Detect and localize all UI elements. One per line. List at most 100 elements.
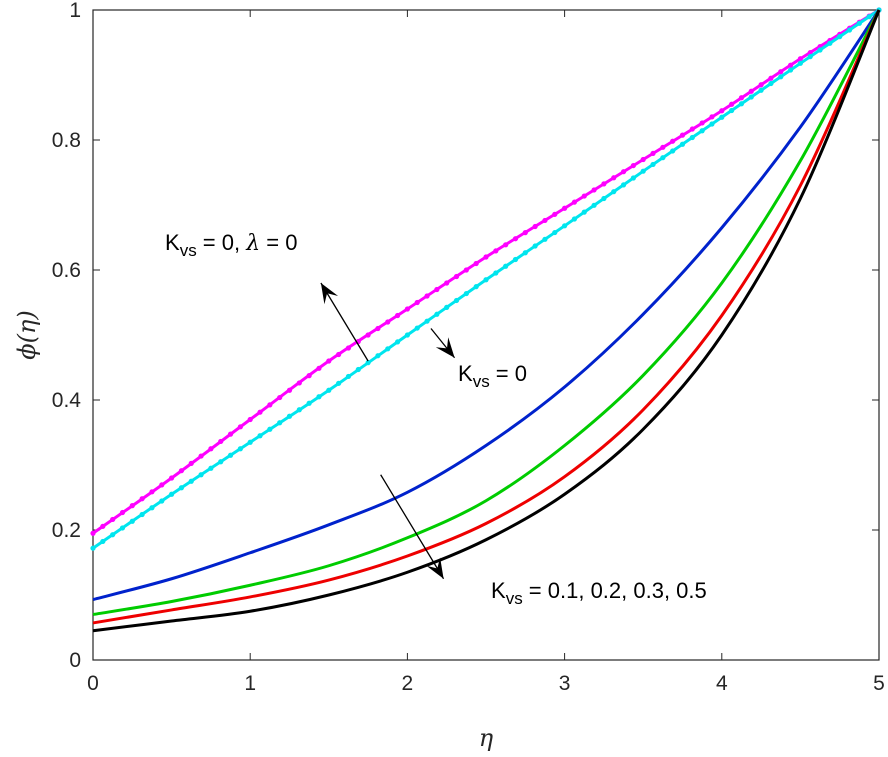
series-marker (591, 187, 597, 193)
series-marker (316, 394, 322, 400)
series-marker (100, 523, 106, 529)
series-marker (159, 482, 165, 488)
series-marker (640, 156, 646, 163)
series-1 (90, 7, 882, 536)
series-marker (807, 54, 813, 60)
series-marker (365, 360, 371, 366)
series-marker (640, 168, 646, 174)
series-layer (90, 7, 882, 633)
series-marker (738, 95, 745, 101)
series-marker (827, 40, 833, 46)
x-tick-label: 3 (559, 672, 571, 695)
series-marker (227, 452, 234, 458)
series-marker (434, 286, 440, 293)
arrow-shaft (320, 282, 369, 362)
series-marker (444, 280, 450, 286)
series-marker (738, 101, 745, 107)
series-marker (237, 446, 243, 452)
annotation-kvs-zero-text: = 0 (490, 361, 527, 386)
y-tick-label: 0 (69, 649, 81, 672)
series-marker (326, 387, 332, 393)
series-marker (90, 545, 96, 551)
annotation-kvs-zero-subscript: vs (473, 372, 490, 391)
arrow-up-left (320, 282, 369, 362)
series-marker (493, 248, 499, 254)
series-marker (129, 503, 135, 509)
series-marker (336, 380, 342, 386)
series-marker (778, 69, 784, 75)
series-marker (758, 82, 764, 88)
series-marker (375, 353, 381, 359)
series-marker (149, 505, 155, 511)
annotation-kvs-values-subscript: vs (506, 589, 523, 608)
series-marker (375, 325, 381, 332)
x-tick-label: 2 (402, 672, 414, 695)
series-marker (178, 468, 185, 474)
series-marker (326, 358, 332, 364)
annotation-arrows (320, 282, 456, 580)
series-marker (797, 60, 804, 66)
series-marker (797, 56, 804, 62)
annotation-kvs-zero-base: K (458, 361, 473, 386)
series-marker (424, 318, 430, 324)
series-marker (748, 88, 754, 94)
series-marker (787, 67, 794, 73)
series-line (92, 9, 881, 625)
series-marker (562, 205, 568, 211)
series-marker (110, 532, 116, 538)
series-marker (296, 380, 302, 386)
series-marker (670, 148, 676, 154)
series-marker (277, 420, 283, 426)
annotation-kvs-lambda: Kvs = 0, λ = 0 (165, 230, 298, 260)
series-marker (709, 114, 715, 120)
series-marker (787, 62, 794, 68)
series-marker (453, 273, 460, 280)
series-marker (306, 373, 312, 379)
series-marker (709, 121, 715, 127)
y-tick-label: 0.2 (52, 519, 81, 542)
series-marker (169, 491, 175, 497)
annotation-kvs-lambda-subscript: vs (180, 241, 197, 260)
series-marker (90, 530, 96, 536)
series-marker (846, 27, 853, 33)
series-4 (92, 9, 881, 616)
series-marker (169, 475, 175, 481)
series-marker (650, 161, 656, 168)
series-marker (837, 34, 843, 40)
series-marker (277, 394, 283, 401)
series-marker (188, 478, 194, 484)
series-marker (159, 498, 165, 504)
series-marker (512, 236, 519, 242)
series-marker (434, 311, 440, 317)
arrow-small-down (430, 328, 456, 359)
series-marker (866, 14, 872, 20)
series-marker (650, 150, 656, 157)
series-marker (218, 459, 224, 465)
series-3 (92, 9, 881, 602)
series-marker (473, 260, 479, 267)
series-marker (198, 453, 204, 459)
series-marker (620, 169, 627, 175)
y-tick-label: 0.8 (52, 129, 81, 152)
series-marker (630, 175, 636, 181)
series-marker (748, 94, 754, 100)
x-tick-label: 4 (716, 672, 728, 695)
series-marker (394, 339, 401, 345)
arrow-shaft (380, 474, 445, 580)
series-marker (139, 511, 145, 518)
series-marker (856, 20, 862, 26)
y-axis-title: ϕ(η) (13, 310, 41, 359)
series-marker (129, 518, 135, 524)
series-marker (483, 277, 489, 283)
series-marker (385, 319, 391, 325)
series-marker (296, 407, 302, 413)
series-marker (689, 126, 695, 132)
series-marker (768, 80, 774, 87)
x-tick-label: 5 (873, 672, 885, 695)
series-marker (729, 107, 735, 114)
x-tick-label: 1 (244, 672, 256, 695)
series-2 (90, 7, 882, 551)
series-marker (139, 496, 145, 502)
series-marker (660, 144, 666, 150)
